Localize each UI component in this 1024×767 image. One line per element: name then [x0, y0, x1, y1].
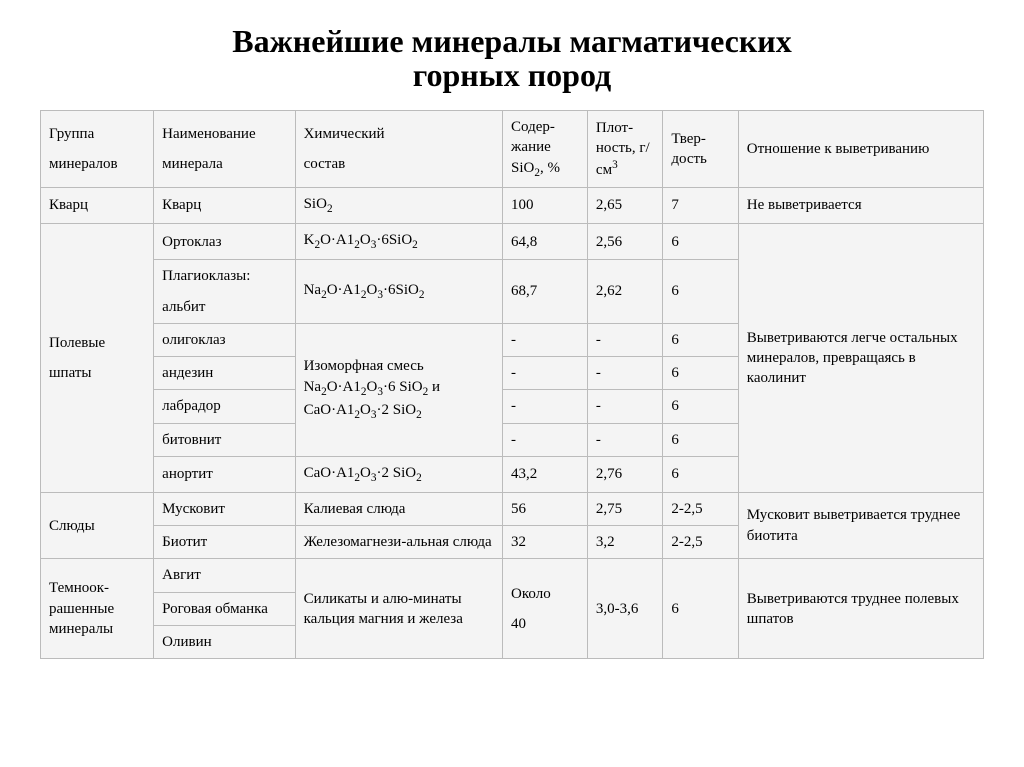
- cell-name: Кварц: [154, 187, 295, 223]
- cell-sio2: 100: [503, 187, 588, 223]
- table-row: Темноок-рашенные минералы Авгит Силикаты…: [41, 559, 984, 592]
- cell-density: 2,76: [587, 456, 662, 492]
- header-weathering: Отношение к выветриванию: [738, 111, 983, 188]
- cell-group: Кварц: [41, 187, 154, 223]
- cell-chem: SiO2: [295, 187, 502, 223]
- page-title: Важнейшие минералы магматических горных …: [40, 25, 984, 92]
- cell-density: 2,75: [587, 492, 662, 525]
- cell-hardness: 2-2,5: [663, 492, 738, 525]
- header-group: Группа минералов: [41, 111, 154, 188]
- cell-sio2: -: [503, 390, 588, 423]
- cell-name: Оливин: [154, 625, 295, 658]
- cell-hardness: 7: [663, 187, 738, 223]
- cell-weathering: Не выветривается: [738, 187, 983, 223]
- table-header-row: Группа минералов Наименование минерала Х…: [41, 111, 984, 188]
- cell-name: анортит: [154, 456, 295, 492]
- cell-density: 3,2: [587, 526, 662, 559]
- cell-weathering: Выветриваются труднее полевых шпатов: [738, 559, 983, 659]
- cell-density: 2,56: [587, 224, 662, 260]
- cell-hardness: 6: [663, 423, 738, 456]
- header-hardness: Твер-дость: [663, 111, 738, 188]
- cell-sio2: 43,2: [503, 456, 588, 492]
- cell-chem: Na2O·A12O3·6SiO2: [295, 260, 502, 324]
- cell-group: Темноок-рашенные минералы: [41, 559, 154, 659]
- cell-name: лабрадор: [154, 390, 295, 423]
- cell-density: -: [587, 390, 662, 423]
- header-sio2: Содер-жание SiO2, %: [503, 111, 588, 188]
- cell-weathering: Выветриваются легче остальных минералов,…: [738, 224, 983, 493]
- cell-group: Слюды: [41, 492, 154, 559]
- cell-name: Роговая обманка: [154, 592, 295, 625]
- cell-weathering: Мусковит выветривается труднее биотита: [738, 492, 983, 559]
- cell-sio2: 32: [503, 526, 588, 559]
- header-density: Плот-ность, г/см3: [587, 111, 662, 188]
- header-chem: Химический состав: [295, 111, 502, 188]
- cell-chem: Калиевая слюда: [295, 492, 502, 525]
- cell-density: -: [587, 357, 662, 390]
- cell-chem: Железомагнези-альная слюда: [295, 526, 502, 559]
- cell-group: Полевые шпаты: [41, 224, 154, 493]
- cell-density: -: [587, 423, 662, 456]
- cell-sio2: Около 40: [503, 559, 588, 659]
- minerals-table: Группа минералов Наименование минерала Х…: [40, 110, 984, 659]
- cell-hardness: 6: [663, 357, 738, 390]
- cell-hardness: 6: [663, 224, 738, 260]
- title-line-1: Важнейшие минералы магматических: [232, 23, 791, 59]
- cell-name: Плагиоклазы: альбит: [154, 260, 295, 324]
- cell-name: битовнит: [154, 423, 295, 456]
- cell-hardness: 6: [663, 260, 738, 324]
- cell-chem: CaO·A12O3·2 SiO2: [295, 456, 502, 492]
- cell-sio2: -: [503, 357, 588, 390]
- cell-sio2: 56: [503, 492, 588, 525]
- cell-name: Ортоклаз: [154, 224, 295, 260]
- cell-density: 2,65: [587, 187, 662, 223]
- cell-hardness: 6: [663, 323, 738, 356]
- cell-hardness: 6: [663, 559, 738, 659]
- cell-name: андезин: [154, 357, 295, 390]
- cell-name: Мусковит: [154, 492, 295, 525]
- title-line-2: горных пород: [413, 57, 611, 93]
- cell-density: 2,62: [587, 260, 662, 324]
- cell-density: 3,0-3,6: [587, 559, 662, 659]
- cell-sio2: -: [503, 323, 588, 356]
- cell-sio2: -: [503, 423, 588, 456]
- cell-chem: K2O·A12O3·6SiO2: [295, 224, 502, 260]
- cell-hardness: 6: [663, 456, 738, 492]
- cell-chem: Силикаты и алю-минаты кальция магния и ж…: [295, 559, 502, 659]
- cell-hardness: 6: [663, 390, 738, 423]
- cell-name: олигоклаз: [154, 323, 295, 356]
- table-row: Кварц Кварц SiO2 100 2,65 7 Не выветрива…: [41, 187, 984, 223]
- cell-chem: Изоморфная смесь Na2O·A12O3·6 SiO2 и CaO…: [295, 323, 502, 456]
- header-name: Наименование минерала: [154, 111, 295, 188]
- table-row: Полевые шпаты Ортоклаз K2O·A12O3·6SiO2 6…: [41, 224, 984, 260]
- cell-density: -: [587, 323, 662, 356]
- cell-hardness: 2-2,5: [663, 526, 738, 559]
- cell-sio2: 64,8: [503, 224, 588, 260]
- cell-sio2: 68,7: [503, 260, 588, 324]
- cell-name: Авгит: [154, 559, 295, 592]
- table-row: Слюды Мусковит Калиевая слюда 56 2,75 2-…: [41, 492, 984, 525]
- cell-name: Биотит: [154, 526, 295, 559]
